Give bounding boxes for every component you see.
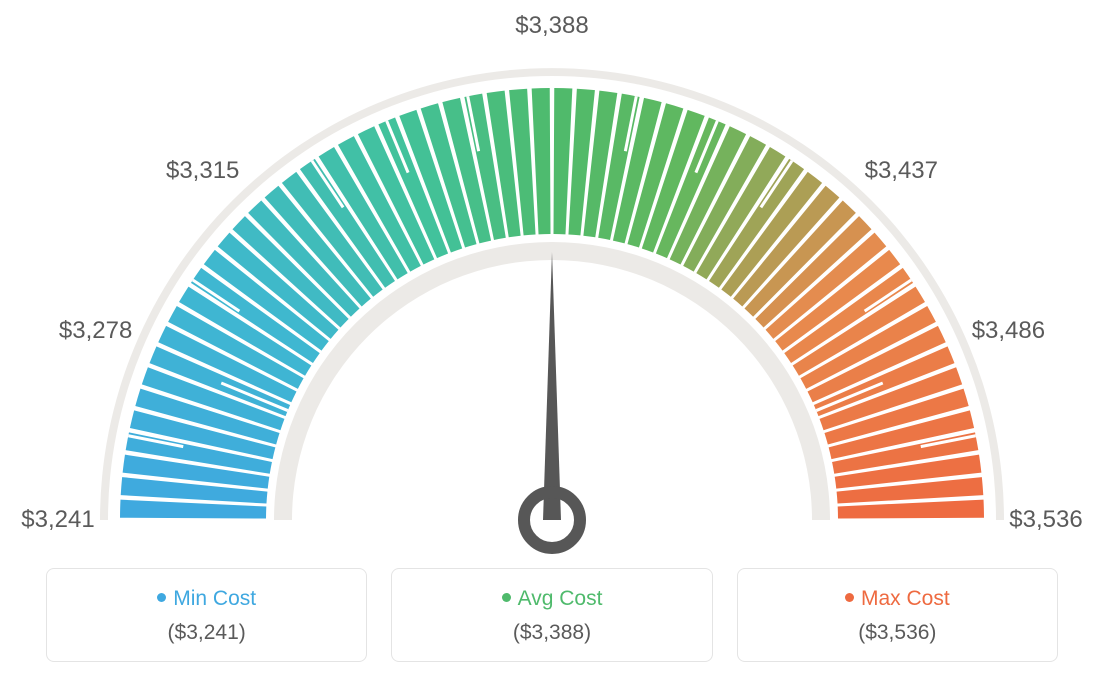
gauge-tick-label: $3,241	[21, 506, 94, 534]
dot-icon	[157, 593, 166, 602]
legend-title-min: Min Cost	[57, 587, 356, 611]
legend-title-avg: Avg Cost	[402, 587, 701, 611]
dot-icon	[502, 593, 511, 602]
gauge-chart: $3,241 $3,278 $3,315 $3,388 $3,437 $3,486 $3,5…	[0, 0, 1104, 560]
legend-title-text: Avg Cost	[518, 587, 603, 610]
gauge-tick-label: $3,486	[972, 317, 1045, 345]
legend-value-avg: ($3,388)	[402, 621, 701, 645]
gauge-svg	[0, 0, 1104, 560]
legend-value-max: ($3,536)	[748, 621, 1047, 645]
legend-card-avg: Avg Cost ($3,388)	[391, 568, 712, 662]
legend-title-text: Max Cost	[861, 587, 950, 610]
legend-card-min: Min Cost ($3,241)	[46, 568, 367, 662]
legend-card-max: Max Cost ($3,536)	[737, 568, 1058, 662]
gauge-tick-label: $3,536	[1009, 506, 1082, 534]
gauge-tick-label: $3,388	[515, 12, 588, 40]
legend-title-max: Max Cost	[748, 587, 1047, 611]
dot-icon	[845, 593, 854, 602]
gauge-tick-label: $3,437	[865, 157, 938, 185]
gauge-tick-label: $3,315	[166, 157, 239, 185]
legend-value-min: ($3,241)	[57, 621, 356, 645]
legend-row: Min Cost ($3,241) Avg Cost ($3,388) Max …	[46, 568, 1058, 662]
gauge-tick-label: $3,278	[59, 317, 132, 345]
legend-title-text: Min Cost	[173, 587, 256, 610]
